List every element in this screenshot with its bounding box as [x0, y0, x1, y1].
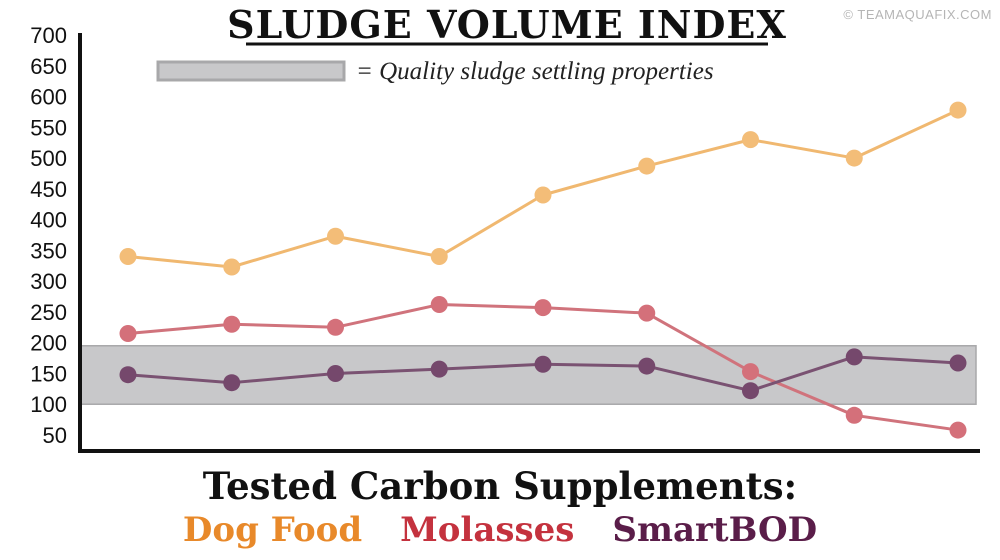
- data-point-smartbod: [638, 357, 656, 375]
- y-tick-label: 400: [30, 208, 67, 233]
- data-point-dog-food: [638, 157, 656, 175]
- x-axis-title: Tested Carbon Supplements:: [203, 464, 797, 508]
- y-tick-label: 300: [30, 269, 67, 294]
- legend-molasses: Molasses: [400, 510, 574, 550]
- data-point-smartbod: [327, 364, 344, 382]
- data-point-smartbod: [949, 354, 967, 372]
- data-point-smartbod: [119, 366, 137, 384]
- y-axis-ticks: 50 100 150 200 250 300 350 400 450 500 550 600 650 70…: [30, 23, 67, 448]
- data-point-molasses: [430, 296, 448, 314]
- y-tick-label: 550: [30, 115, 67, 140]
- data-point-molasses: [949, 421, 967, 439]
- y-tick-label: 50: [43, 423, 67, 448]
- y-tick-label: 700: [30, 23, 67, 48]
- data-point-molasses: [845, 406, 863, 424]
- data-point-dog-food: [119, 248, 137, 266]
- data-point-molasses: [742, 363, 759, 381]
- data-point-smartbod: [742, 382, 759, 400]
- data-point-smartbod: [845, 348, 863, 366]
- data-point-dog-food: [430, 248, 448, 266]
- y-tick-label: 450: [30, 177, 67, 202]
- legend-band-text: = Quality sludge settling properties: [356, 58, 714, 85]
- y-tick-label: 500: [30, 146, 67, 171]
- legend-band-swatch: [156, 60, 346, 82]
- y-tick-label: 200: [30, 331, 67, 356]
- data-point-smartbod: [534, 355, 552, 373]
- data-point-smartbod: [223, 374, 241, 392]
- y-tick-label: 100: [30, 392, 67, 417]
- y-tick-label: 350: [30, 238, 67, 263]
- quality-band: [79, 345, 977, 405]
- legend-smartbod: SmartBOD: [612, 510, 817, 550]
- data-point-dog-food: [534, 186, 552, 204]
- legend-dog-food: Dog Food: [183, 510, 362, 550]
- data-point-dog-food: [223, 258, 241, 276]
- data-point-molasses: [119, 324, 137, 342]
- data-point-molasses: [638, 304, 656, 322]
- data-point-dog-food: [949, 101, 967, 119]
- credit-text: © TEAMAQUAFIX.COM: [843, 7, 992, 22]
- data-point-dog-food: [327, 227, 344, 245]
- data-point-molasses: [327, 318, 344, 336]
- series-markers: [119, 101, 967, 439]
- y-tick-label: 250: [30, 300, 67, 325]
- series-legend: Dog Food Molasses SmartBOD: [183, 510, 817, 550]
- y-tick-label: 600: [30, 85, 67, 110]
- y-tick-label: 150: [30, 361, 67, 386]
- data-point-smartbod: [430, 360, 448, 378]
- data-point-molasses: [534, 299, 552, 317]
- chart-title: SLUDGE VOLUME INDEX: [227, 2, 787, 47]
- y-tick-label: 650: [30, 54, 67, 79]
- data-point-dog-food: [742, 131, 759, 149]
- data-point-molasses: [223, 315, 241, 333]
- data-point-dog-food: [845, 149, 863, 167]
